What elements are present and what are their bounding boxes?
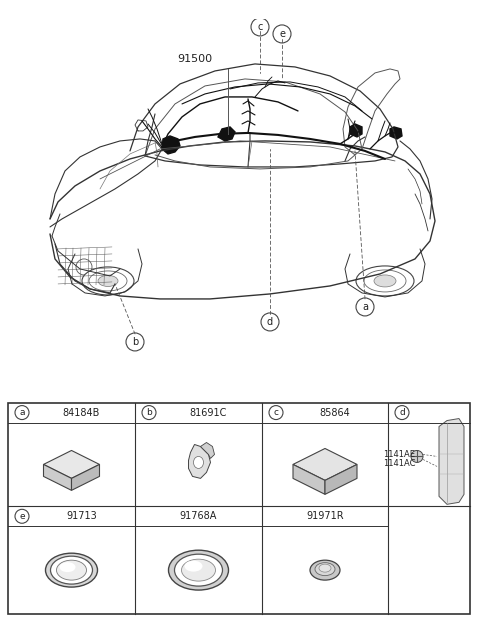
Text: 81691C: 81691C bbox=[190, 408, 227, 418]
Ellipse shape bbox=[310, 560, 340, 580]
Polygon shape bbox=[44, 451, 99, 478]
Ellipse shape bbox=[319, 564, 331, 572]
Text: e: e bbox=[279, 29, 285, 39]
Polygon shape bbox=[325, 465, 357, 494]
Text: 91971R: 91971R bbox=[306, 511, 344, 521]
Text: 84184B: 84184B bbox=[63, 408, 100, 418]
Polygon shape bbox=[439, 418, 464, 504]
Ellipse shape bbox=[50, 556, 93, 584]
Ellipse shape bbox=[82, 267, 134, 295]
Ellipse shape bbox=[374, 275, 396, 287]
Ellipse shape bbox=[184, 561, 203, 572]
Polygon shape bbox=[189, 444, 211, 478]
Text: b: b bbox=[132, 337, 138, 347]
Ellipse shape bbox=[364, 270, 406, 292]
Ellipse shape bbox=[356, 266, 414, 296]
Text: a: a bbox=[19, 408, 25, 417]
Ellipse shape bbox=[181, 559, 216, 581]
Ellipse shape bbox=[315, 562, 335, 575]
Polygon shape bbox=[350, 124, 362, 137]
Ellipse shape bbox=[60, 562, 75, 572]
Ellipse shape bbox=[89, 271, 127, 291]
Ellipse shape bbox=[168, 550, 228, 590]
Polygon shape bbox=[390, 127, 402, 139]
Polygon shape bbox=[201, 442, 215, 459]
Ellipse shape bbox=[46, 553, 97, 587]
Text: 85864: 85864 bbox=[320, 408, 350, 418]
Text: b: b bbox=[146, 408, 152, 417]
Ellipse shape bbox=[98, 276, 118, 286]
Text: d: d bbox=[399, 408, 405, 417]
Text: c: c bbox=[257, 22, 263, 32]
Text: e: e bbox=[19, 512, 25, 521]
Polygon shape bbox=[218, 127, 235, 141]
Text: c: c bbox=[274, 408, 278, 417]
Polygon shape bbox=[162, 136, 180, 154]
Text: 91500: 91500 bbox=[178, 54, 213, 64]
Text: 91713: 91713 bbox=[66, 511, 97, 521]
Text: d: d bbox=[267, 317, 273, 327]
Polygon shape bbox=[72, 465, 99, 490]
Polygon shape bbox=[44, 465, 72, 490]
Ellipse shape bbox=[175, 554, 223, 586]
Text: 91768A: 91768A bbox=[180, 511, 217, 521]
Text: 1141AE: 1141AE bbox=[383, 450, 415, 459]
Circle shape bbox=[411, 451, 423, 462]
Ellipse shape bbox=[193, 457, 204, 468]
Ellipse shape bbox=[57, 560, 86, 580]
Polygon shape bbox=[293, 449, 357, 480]
Text: a: a bbox=[362, 302, 368, 312]
Text: 1141AC: 1141AC bbox=[383, 459, 416, 468]
Polygon shape bbox=[293, 465, 325, 494]
